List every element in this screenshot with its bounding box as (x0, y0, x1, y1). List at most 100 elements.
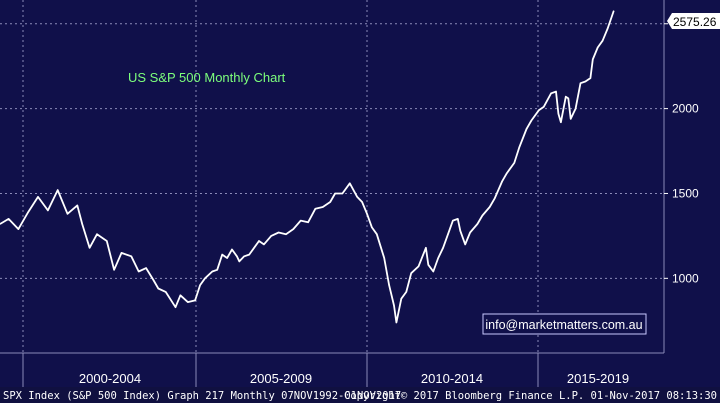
data-point (231, 248, 233, 251)
data-point (383, 257, 385, 259)
data-point (270, 235, 272, 237)
data-point (405, 291, 407, 293)
data-point (459, 230, 461, 232)
y-tick-label: 2000 (672, 102, 699, 116)
data-point (501, 180, 503, 183)
data-point (329, 201, 331, 203)
footer-bar (0, 387, 720, 403)
data-point (81, 223, 83, 225)
data-point (518, 147, 520, 149)
data-point (236, 255, 238, 257)
data-point (476, 223, 479, 225)
data-point (425, 247, 427, 249)
last-value-marker (667, 13, 720, 29)
data-point (174, 306, 177, 308)
data-point (464, 243, 466, 245)
data-point (410, 272, 412, 274)
watermark-box (482, 313, 647, 335)
data-point (538, 109, 540, 111)
x-tick-layer: 2000-2004 2005-2009 2010-2014 2015-2019 (22, 353, 629, 387)
footer-left-text: SPX Index (S&P 500 Index) Graph 217 Mont… (3, 390, 401, 402)
data-point (292, 228, 294, 230)
data-point (179, 294, 182, 296)
data-point (248, 253, 250, 256)
data-point (157, 287, 159, 290)
data-point (57, 189, 59, 191)
data-point (88, 247, 91, 249)
data-point (258, 240, 260, 242)
data-point (395, 321, 398, 324)
line-layer (0, 10, 615, 324)
data-point (366, 213, 368, 215)
data-point (96, 233, 98, 235)
data-point (442, 247, 444, 249)
data-point (253, 247, 255, 249)
data-point (371, 226, 373, 229)
data-point (457, 218, 459, 220)
data-point (361, 201, 363, 203)
data-point (341, 192, 344, 195)
data-point (575, 108, 577, 110)
data-point (199, 284, 201, 286)
data-point (489, 206, 491, 208)
data-point (592, 58, 594, 60)
data-point (285, 233, 287, 235)
data-point (194, 299, 196, 301)
data-point (606, 28, 609, 30)
data-point (613, 10, 615, 12)
data-point (113, 269, 115, 271)
data-point (494, 197, 496, 200)
data-point (221, 253, 223, 256)
data-point (427, 264, 429, 266)
data-point (349, 182, 351, 184)
x-tick-label: 2010-2014 (421, 371, 483, 386)
data-point (543, 106, 545, 108)
data-point (66, 213, 69, 215)
data-point (300, 220, 302, 222)
data-point (452, 220, 454, 222)
data-point (165, 291, 167, 293)
data-point (570, 118, 572, 120)
x-tick-label: 2000-2004 (79, 371, 141, 386)
data-point (393, 304, 395, 307)
chart-title: US S&P 500 Monthly Chart (128, 70, 286, 85)
data-point (388, 284, 390, 286)
data-point (187, 301, 189, 303)
data-point (557, 113, 560, 115)
data-point (152, 279, 155, 281)
data-point (27, 211, 29, 213)
data-point (565, 96, 567, 98)
data-point (589, 77, 591, 79)
footer-right-text: Copyright© 2017 Bloomberg Finance L.P. 0… (344, 390, 717, 402)
data-point (555, 91, 557, 93)
data-point (37, 196, 39, 198)
data-point (437, 257, 439, 259)
data-point (263, 243, 265, 245)
data-point (47, 209, 49, 212)
data-point (525, 128, 528, 130)
data-point (211, 270, 213, 273)
data-point (204, 277, 206, 279)
data-point (417, 265, 420, 268)
data-point (602, 40, 604, 42)
data-point (238, 260, 240, 262)
y-tick-label: 1500 (672, 186, 699, 200)
data-point (334, 192, 336, 195)
y-tick-label: 1000 (672, 271, 699, 285)
data-point (120, 252, 123, 254)
data-point (7, 218, 10, 220)
data-point (584, 80, 587, 83)
data-point (226, 257, 228, 259)
data-point (432, 270, 434, 273)
data-point (560, 121, 562, 123)
watermark-text: info@marketmatters.com.au (485, 318, 642, 332)
x-tick-label: 2015-2019 (567, 371, 629, 386)
data-point (243, 255, 245, 257)
data-point (469, 231, 471, 234)
data-point (530, 119, 533, 122)
grid-layer (0, 0, 665, 353)
last-value-label: 2575.26 (673, 15, 717, 29)
